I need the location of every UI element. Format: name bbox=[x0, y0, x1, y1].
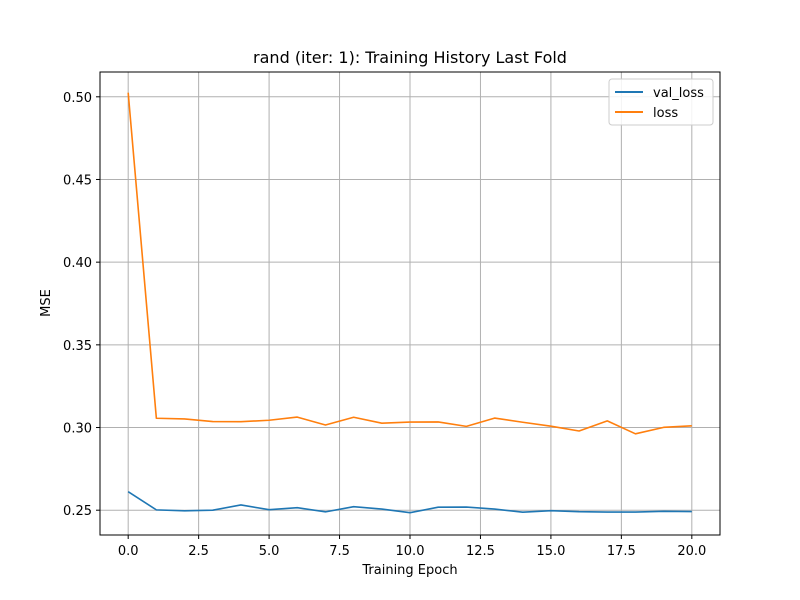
y-tick-label: 0.50 bbox=[63, 91, 92, 106]
x-axis: 0.0 2.5 5.0 7.5 10.0 12.5 15.0 17.5 20.0 bbox=[118, 535, 706, 559]
legend-label-val-loss: val_loss bbox=[653, 86, 704, 101]
x-tick-label: 0.0 bbox=[118, 544, 139, 559]
y-tick-label: 0.45 bbox=[63, 173, 92, 188]
x-axis-label: Training Epoch bbox=[361, 563, 457, 578]
x-tick-label: 5.0 bbox=[259, 544, 280, 559]
y-axis: 0.25 0.30 0.35 0.40 0.45 0.50 bbox=[63, 91, 100, 519]
x-tick-label: 10.0 bbox=[396, 544, 425, 559]
y-axis-label: MSE bbox=[39, 289, 54, 317]
x-tick-label: 12.5 bbox=[466, 544, 495, 559]
series-line-loss bbox=[127, 92, 692, 435]
y-tick-label: 0.35 bbox=[63, 339, 92, 354]
legend-box bbox=[608, 78, 714, 126]
x-tick-label: 7.5 bbox=[329, 544, 350, 559]
series-layer bbox=[127, 92, 692, 514]
y-tick-label: 0.25 bbox=[63, 504, 92, 519]
x-tick-label: 17.5 bbox=[607, 544, 636, 559]
x-tick-label: 15.0 bbox=[536, 544, 565, 559]
chart-title: rand (iter: 1): Training History Last Fo… bbox=[253, 48, 567, 67]
series-line-val-loss bbox=[127, 491, 692, 514]
x-tick-label: 2.5 bbox=[188, 544, 209, 559]
y-tick-label: 0.30 bbox=[63, 422, 92, 437]
y-tick-label: 0.40 bbox=[63, 256, 92, 271]
legend-label-loss: loss bbox=[653, 106, 678, 121]
x-tick-label: 20.0 bbox=[677, 544, 706, 559]
grid-lines bbox=[100, 72, 720, 535]
